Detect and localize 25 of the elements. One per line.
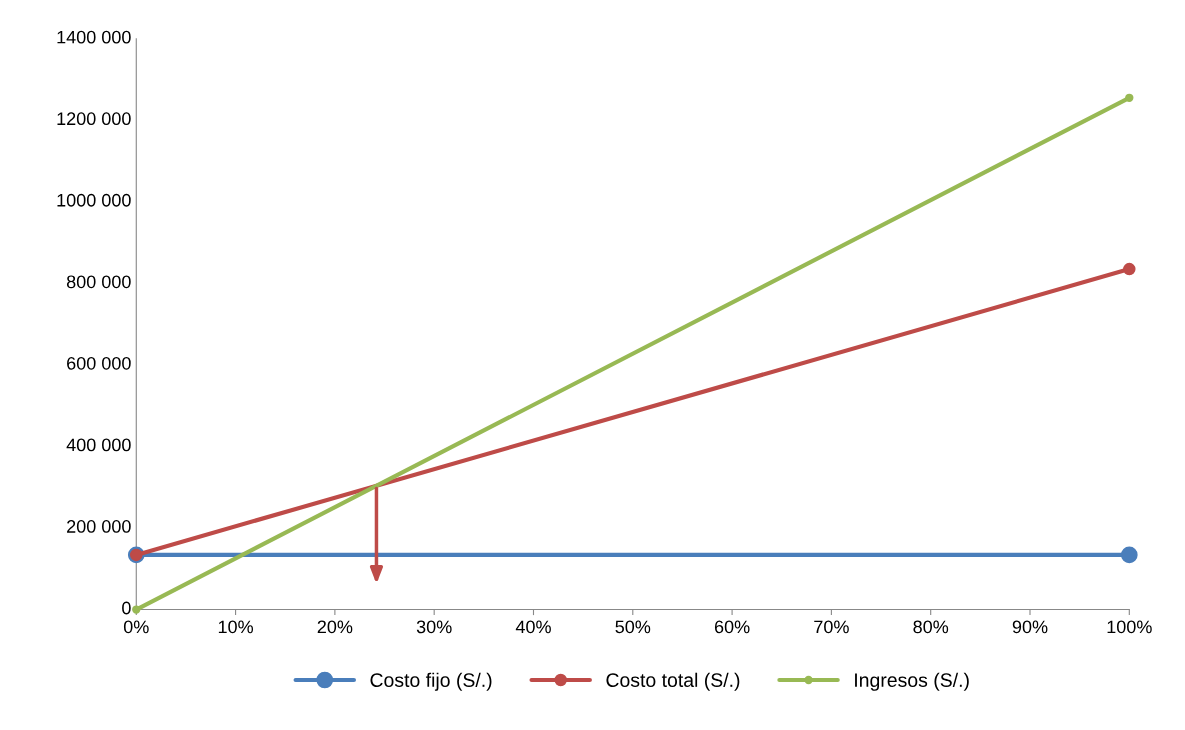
x-tick-label: 40%	[515, 620, 551, 634]
point	[1120, 546, 1138, 564]
legend-label: Costo total (S/.)	[606, 672, 740, 691]
y-tick-label: 1000 000	[57, 193, 131, 207]
legend-label: Ingresos (S/.)	[855, 672, 969, 691]
point	[1123, 262, 1136, 276]
y-tick-label: 200 000	[67, 520, 131, 533]
y-tick-label: 0	[122, 601, 131, 615]
x-tick-label: 50%	[615, 620, 651, 634]
y-tick-label: 600 000	[67, 356, 131, 370]
x-tick-label: 70%	[814, 620, 849, 634]
x-tick-label: 90%	[1012, 620, 1048, 634]
x-tick-label: 100%	[1107, 620, 1152, 634]
y-tick-label: 400 000	[66, 438, 131, 452]
x-tick-label: 60%	[714, 620, 750, 634]
x-tick-label: 0%	[123, 620, 149, 634]
y-tick-label: 800 000	[66, 275, 131, 289]
y-tick-label: 1200 000	[57, 112, 131, 126]
legend-label: Costo fijo (S/.)	[370, 672, 492, 691]
x-tick-label: 10%	[218, 620, 254, 634]
y-tick-label: 1400 000	[57, 30, 131, 44]
point	[1125, 93, 1134, 102]
x-tick-label: 80%	[913, 620, 949, 634]
x-tick-label: 20%	[317, 620, 353, 634]
x-tick-label: 30%	[416, 620, 452, 634]
